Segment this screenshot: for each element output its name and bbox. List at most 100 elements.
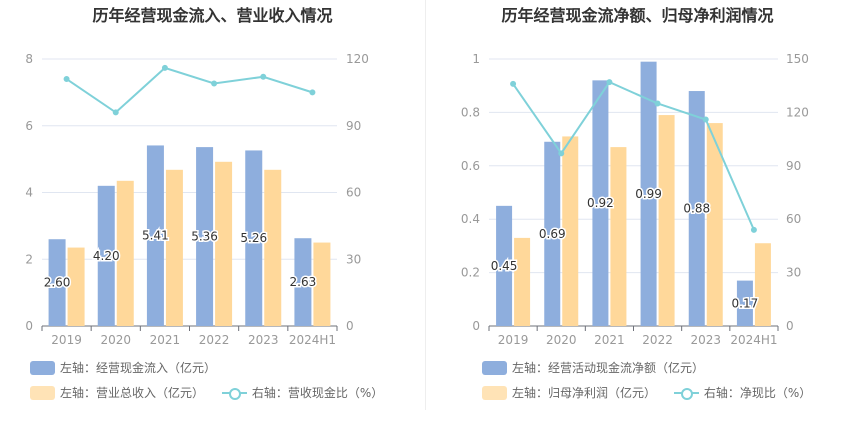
y-right-tick-label: 60: [786, 212, 801, 226]
bar-data-label: 5.41: [142, 229, 169, 243]
legend: 左轴：经营现金流入（亿元）: [30, 359, 230, 378]
line-point: [606, 79, 613, 86]
x-tick-label: 2023: [690, 333, 721, 347]
bar-data-label: 0.45: [491, 259, 518, 273]
bar-series-1: [544, 141, 561, 326]
y-right-tick-label: 0: [786, 319, 794, 333]
legend-label: 右轴：营收现金比（%）: [251, 386, 384, 400]
x-tick-label: 2024H1: [289, 333, 336, 347]
line-point: [558, 150, 565, 157]
bar-series-2: [165, 169, 183, 326]
legend-item-series-1[interactable]: 左轴：经营活动现金流净额（亿元）: [482, 359, 704, 376]
y-left-tick-label: 8: [25, 52, 33, 66]
line-point: [309, 89, 316, 96]
x-tick-label: 2019: [498, 333, 529, 347]
y-right-tick-label: 30: [786, 266, 801, 280]
bar-data-label: 4.20: [93, 249, 120, 263]
legend-label: 左轴：归母净利润（亿元）: [512, 386, 657, 400]
line-point: [161, 64, 168, 71]
x-tick-label: 2022: [642, 333, 673, 347]
chart-title: 历年经营现金流净额、归母净利润情况: [501, 6, 774, 25]
x-tick-label: 2023: [248, 333, 279, 347]
legend-item-series-3[interactable]: 右轴：净现比（%）: [673, 384, 812, 401]
bar-data-label: 2.63: [290, 275, 317, 289]
x-tick-label: 2020: [546, 333, 577, 347]
legend-item-series-3[interactable]: 右轴：营收现金比（%）: [221, 384, 384, 401]
y-right-tick-label: 90: [786, 159, 801, 173]
bar-series-2: [514, 237, 531, 326]
chart-panel-right: 历年经营现金流净额、归母净利润情况 0 0.2 0.4 0.6 0.8 1 0 30 60 90 1…: [425, 0, 850, 437]
chart-plot-area: 0 0.2 0.4 0.6 0.8 1 0 30 60 90 120 150 2019 2020 2021 2…: [461, 52, 809, 347]
legend-label: 左轴：营业总收入（亿元）: [60, 386, 205, 400]
bar-series-2: [610, 147, 627, 326]
bar-series-2: [706, 123, 723, 326]
bar-data-label: 0.99: [635, 187, 662, 201]
y-right-tick-label: 0: [346, 319, 354, 333]
bar-series-1: [294, 238, 312, 326]
line-series: [512, 80, 755, 231]
y-left-tick-label: 6: [25, 119, 33, 133]
line-point: [510, 80, 517, 87]
legend-swatch-line: [673, 386, 699, 400]
line-point: [750, 226, 757, 233]
bar-series-1: [496, 205, 513, 326]
y-right-tick-label: 30: [346, 252, 361, 266]
y-left-tick-label: 0.2: [461, 266, 480, 280]
legend: 左轴：营业总收入（亿元） 右轴：营收现金比（%）: [30, 384, 397, 403]
chart-panel-left: 历年经营现金流入、营业收入情况 0 2 4 6 8 0 30 60 90 120 2019 2020 2…: [25, 6, 397, 403]
bar-data-label: 0.69: [539, 227, 566, 241]
legend-item-series-1[interactable]: 左轴：经营现金流入（亿元）: [30, 359, 216, 376]
y-right-tick-label: 150: [786, 52, 809, 66]
bar-series-1: [592, 80, 609, 326]
y-left-tick-label: 0: [472, 319, 480, 333]
bar-series-1: [146, 145, 164, 326]
y-right-tick-label: 60: [346, 186, 361, 200]
bar-series-2: [264, 169, 282, 326]
legend-item-series-2[interactable]: 左轴：营业总收入（亿元）: [30, 384, 204, 401]
x-tick-label: 2021: [594, 333, 625, 347]
legend-swatch-line: [221, 386, 247, 400]
line-point: [654, 100, 661, 107]
chart-title: 历年经营现金流入、营业收入情况: [92, 6, 333, 25]
bar-series-1: [736, 280, 753, 326]
bar-series-1: [97, 185, 115, 326]
line-point: [702, 116, 709, 123]
x-tick-label: 2022: [199, 333, 230, 347]
legend-item-series-2[interactable]: 左轴：归母净利润（亿元）: [482, 384, 656, 401]
bar-series-2: [67, 247, 85, 326]
x-tick-label: 2020: [100, 333, 131, 347]
y-left-tick-label: 0.4: [461, 212, 480, 226]
x-tick-label: 2019: [51, 333, 82, 347]
line-point: [63, 76, 70, 83]
legend-label: 右轴：净现比（%）: [703, 386, 812, 400]
bar-data-label: 0.92: [587, 196, 614, 210]
y-left-tick-label: 0.8: [461, 105, 480, 119]
bar-data-label: 2.60: [44, 276, 71, 290]
y-left-tick-label: 1: [472, 52, 480, 66]
legend: 左轴：归母净利润（亿元） 右轴：净现比（%）: [482, 384, 825, 403]
bar-series-1: [640, 61, 657, 327]
bar-series-2: [562, 136, 579, 326]
chart-plot-area: 0 2 4 6 8 0 30 60 90 120 2019 2020 2021 2022 2023 2024H…: [25, 52, 369, 347]
y-right-tick-label: 90: [346, 119, 361, 133]
legend: 左轴：经营活动现金流净额（亿元）: [482, 359, 718, 378]
y-right-tick-label: 120: [346, 52, 369, 66]
bar-series-2: [658, 115, 675, 326]
y-right-tick-label: 120: [786, 105, 809, 119]
y-left-tick-label: 2: [25, 252, 33, 266]
bar-series-1: [245, 150, 263, 326]
bar-series-2: [754, 243, 771, 326]
x-tick-label: 2021: [150, 333, 181, 347]
bar-data-label: 0.88: [683, 202, 710, 216]
bar-series-1: [48, 239, 66, 326]
x-tick-label: 2024H1: [730, 333, 777, 347]
legend-label: 左轴：经营现金流入（亿元）: [60, 361, 217, 375]
bar-series-2: [313, 242, 331, 326]
y-left-tick-label: 4: [25, 186, 33, 200]
line-series: [66, 66, 313, 114]
bar-series-1: [196, 147, 214, 326]
legend-swatch-bar: [30, 360, 55, 375]
line-point: [112, 109, 119, 116]
y-left-tick-label: 0: [25, 319, 33, 333]
y-left-tick-label: 0.6: [461, 159, 480, 173]
